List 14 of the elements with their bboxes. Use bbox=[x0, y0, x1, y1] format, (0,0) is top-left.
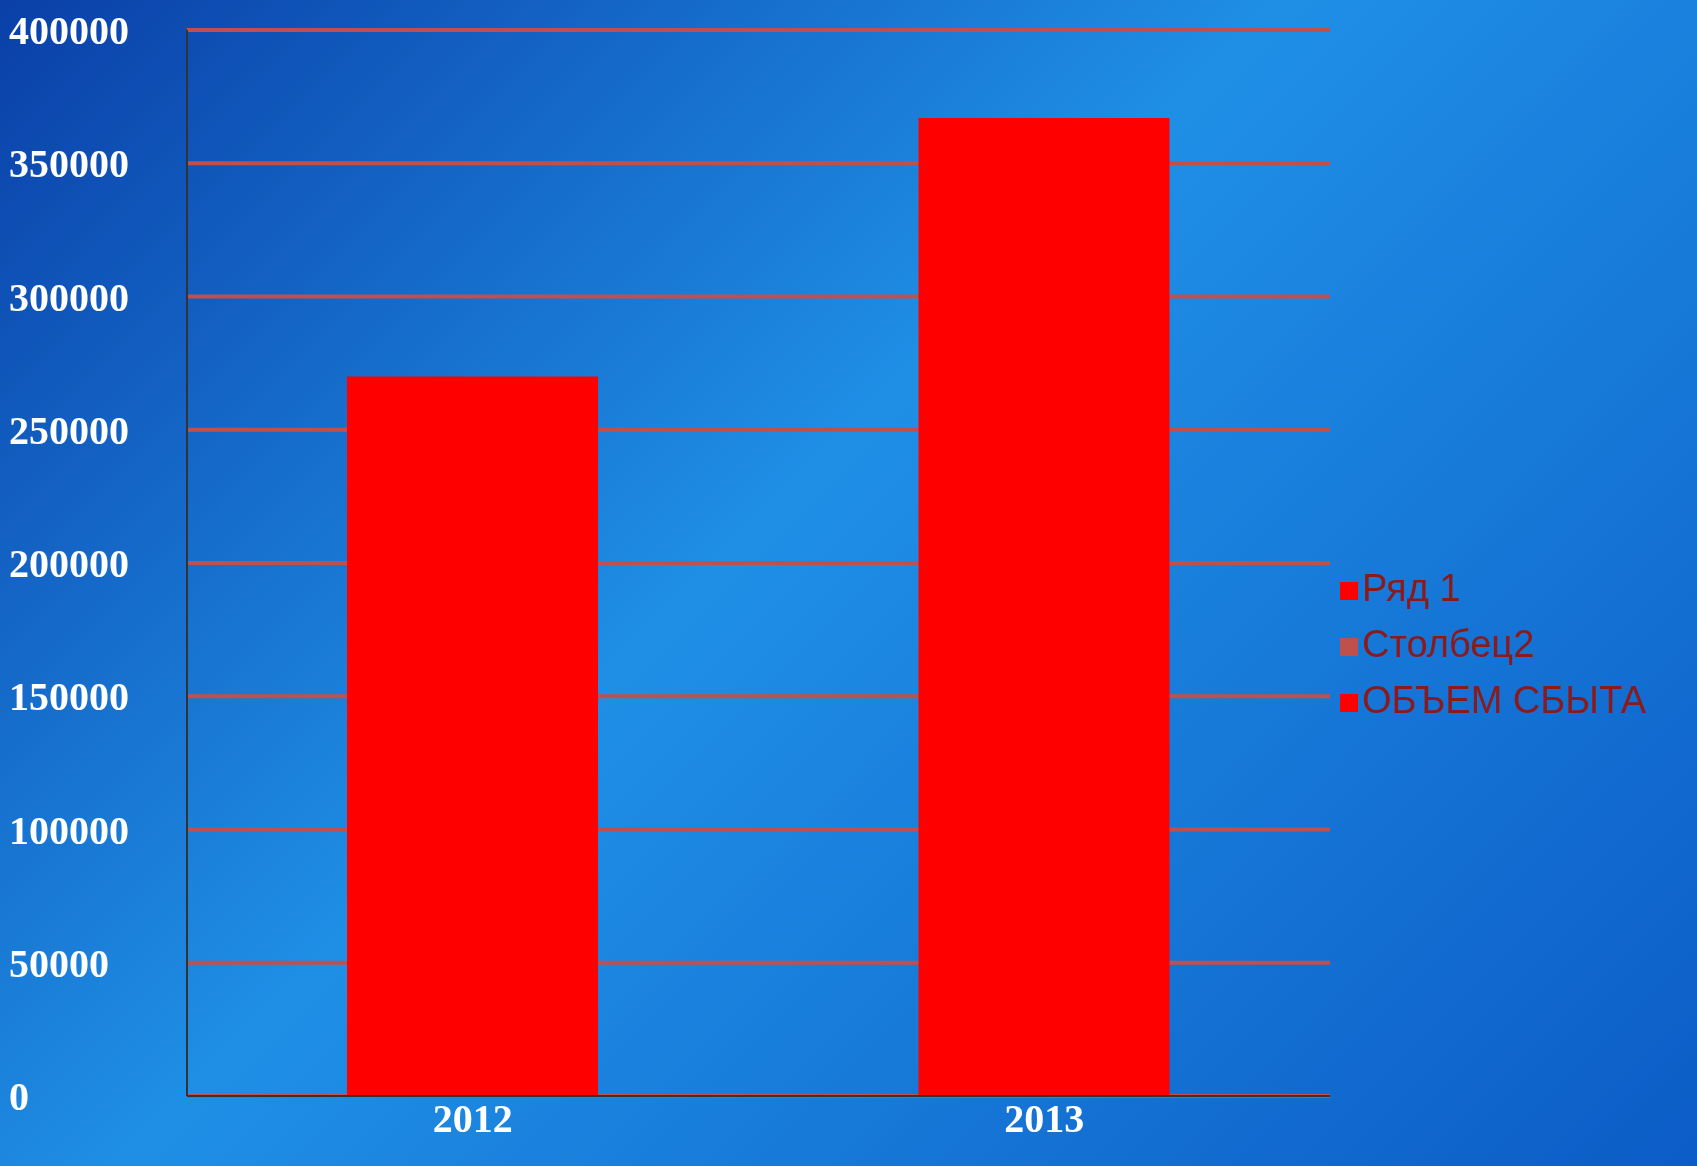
y-tick-label: 250000 bbox=[9, 407, 129, 453]
legend-label: Столбец2 bbox=[1362, 623, 1535, 665]
y-tick-label: 0 bbox=[9, 1074, 29, 1120]
legend-label: ОБЪЕМ СБЫТА bbox=[1362, 679, 1647, 721]
x-tick-label: 2013 bbox=[1004, 1096, 1085, 1142]
y-tick-label: 200000 bbox=[9, 541, 129, 587]
y-tick-label: 350000 bbox=[9, 141, 129, 187]
y-tick-label: 100000 bbox=[9, 807, 129, 853]
y-tick-label: 300000 bbox=[9, 274, 129, 320]
y-tick-label: 50000 bbox=[9, 940, 109, 986]
legend-label: Ряд 1 bbox=[1362, 567, 1461, 609]
x-tick-label: 2012 bbox=[432, 1096, 513, 1142]
y-tick-label: 400000 bbox=[9, 8, 129, 54]
y-tick-label: 150000 bbox=[9, 674, 129, 720]
